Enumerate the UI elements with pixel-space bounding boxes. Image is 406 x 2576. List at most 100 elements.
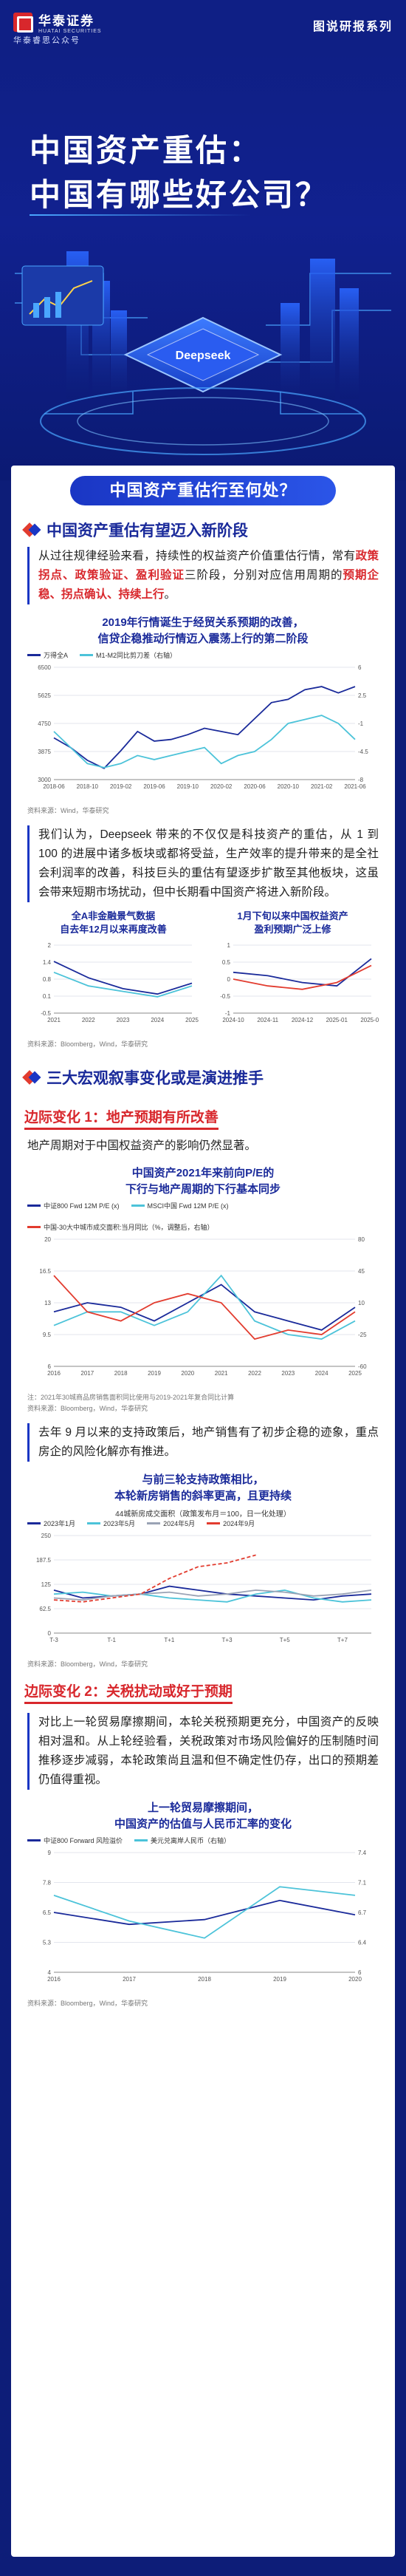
series-line xyxy=(53,1589,372,1603)
x-tick-label: 2023 xyxy=(117,1017,130,1023)
chart5-legend: 2023年1月 2023年5月 2024年5月 2024年9月 xyxy=(27,1519,379,1528)
series-line xyxy=(233,964,372,990)
series-line xyxy=(53,686,356,769)
x-tick-label: 2017 xyxy=(80,1370,94,1377)
chart4-title: 中国资产2021年来前向P/E的 下行与地产周期的下行基本同步 xyxy=(125,1167,281,1196)
y-tick-label: 125 xyxy=(41,1581,52,1588)
x-tick-label: 2021 xyxy=(215,1370,228,1377)
series-line xyxy=(53,961,193,995)
y-tick-label: 3000 xyxy=(38,777,51,783)
series-line xyxy=(53,1886,356,1939)
chart5-source: 资料来源：Bloomberg，Wind，华泰研究 xyxy=(27,1660,148,1668)
legend-item: 中证800 Fwd 12M P/E (x) xyxy=(27,1201,120,1210)
y2-tick-label: -25 xyxy=(358,1332,367,1338)
x-tick-label: 2016 xyxy=(47,1976,61,1983)
section1-para1: 从过往规律经验来看，持续性的权益资产价值重估行情，常有政策拐点、政策验证、盈利验… xyxy=(27,547,379,604)
legend-item: MSCI中国 Fwd 12M P/E (x) xyxy=(131,1201,229,1210)
x-tick-label: 2020-06 xyxy=(244,783,266,790)
chart23-source: 资料来源：Bloomberg，Wind，华泰研究 xyxy=(27,1040,148,1048)
brand-name-en: HUATAI SECURITIES xyxy=(38,29,102,34)
y-tick-label: 0 xyxy=(48,1630,52,1637)
x-tick-label: 2016 xyxy=(47,1370,61,1377)
x-tick-label: 2021-02 xyxy=(311,783,333,790)
x-tick-label: 2025 xyxy=(185,1017,199,1023)
y2-tick-label: 10 xyxy=(358,1300,365,1306)
chart6-title: 上一轮贸易摩擦期间， 中国资产的估值与人民币汇率的变化 xyxy=(114,1802,292,1830)
y2-tick-label: -8 xyxy=(358,777,364,783)
footer-band xyxy=(0,2557,406,2576)
x-tick-label: 2019-06 xyxy=(143,783,165,790)
chart6-legend: 中证800 Forward 风险溢价 美元兑离岸人民币（右轴） xyxy=(27,1836,379,1845)
y-tick-label: -0.5 xyxy=(41,1010,51,1017)
y-tick-label: -0.5 xyxy=(220,993,230,1000)
legend-item: 2024年9月 xyxy=(207,1519,255,1528)
x-tick-label: 2023 xyxy=(281,1370,295,1377)
y2-tick-label: -60 xyxy=(358,1363,367,1370)
y-tick-label: 4750 xyxy=(38,720,51,727)
chart1-title: 2019年行情诞生于经贸关系预期的改善， 信贷企稳推动行情迈入震荡上行的第二阶段 xyxy=(97,616,309,645)
hero-illustration: Deepseek xyxy=(15,251,391,455)
x-tick-label: 2020 xyxy=(181,1370,194,1377)
section1-banner: 中国资产重估行至何处？ xyxy=(70,476,336,505)
x-tick-label: 2025-01 xyxy=(326,1017,348,1023)
section1-para2: 我们认为，Deepseek 带来的不仅仅是科技资产的重估，从 1 到 100 的… xyxy=(27,825,379,902)
y2-tick-label: 7.1 xyxy=(358,1880,367,1887)
y2-tick-label: 6.7 xyxy=(358,1909,367,1916)
x-tick-label: 2022 xyxy=(248,1370,261,1377)
account-name: 华泰睿思公众号 xyxy=(13,36,80,45)
x-tick-label: 2024 xyxy=(151,1017,164,1023)
series-line xyxy=(53,1274,356,1340)
x-tick-label: 2021 xyxy=(47,1017,61,1023)
chart5-caption: 44城新房成交面积（政策发布月＝100，日一化处理） xyxy=(115,1510,291,1519)
x-tick-label: T+5 xyxy=(280,1637,291,1643)
x-tick-label: 2021-06 xyxy=(344,783,366,790)
subhead1: 边际变化 1：地产预期有所改善 xyxy=(24,1106,219,1130)
x-tick-label: 2020-10 xyxy=(278,783,300,790)
y-tick-label: 0 xyxy=(227,976,231,983)
x-tick-label: 2024-11 xyxy=(257,1017,278,1023)
y-tick-label: 13 xyxy=(44,1300,51,1306)
y-tick-label: 1 xyxy=(227,942,231,949)
x-tick-label: 2018-06 xyxy=(43,783,65,790)
brand-name-cn: 华泰证券 xyxy=(38,14,94,28)
brand-logo: 华泰证券 HUATAI SECURITIES xyxy=(13,10,102,34)
legend-item: 中证800 Forward 风险溢价 xyxy=(27,1836,123,1845)
y-tick-label: 2 xyxy=(48,942,52,949)
chart3-title: 1月下旬以来中国权益资产 盈利预期广泛上修 xyxy=(237,910,348,935)
series-tag: 图说研报系列 xyxy=(312,21,393,33)
chart4-source: 资料来源：Bloomberg，Wind，华泰研究 xyxy=(27,1405,148,1412)
chart2-svg: -0.5 0.1 0.8 1.4 2 2021 2022 2023 2024 2025 xyxy=(41,942,199,1023)
x-tick-label: 2019 xyxy=(148,1370,161,1377)
chip-icon xyxy=(123,316,283,393)
y2-tick-label: 2.5 xyxy=(358,692,367,699)
y2-tick-label: 6 xyxy=(358,664,362,671)
y2-tick-label: 45 xyxy=(358,1268,365,1275)
section2-para4: 对比上一轮贸易摩擦期间，本轮关税预期更充分，中国资产的反映相对温和。从上轮经验看… xyxy=(27,1713,379,1790)
x-tick-label: 2020-02 xyxy=(210,783,233,790)
y-tick-label: 3875 xyxy=(38,749,51,755)
chart1-legend: 万得全A M1-M2同比剪刀差（右轴） xyxy=(27,650,379,660)
x-tick-label: T+3 xyxy=(222,1637,233,1643)
chart4-note: 注：2021年30城商品房销售面积同比使用与2019-2021年复合同比计算 xyxy=(27,1394,235,1401)
x-tick-label: T-1 xyxy=(107,1637,116,1643)
legend-item: 2023年5月 xyxy=(87,1519,135,1528)
y2-tick-label: 80 xyxy=(358,1236,365,1243)
y-tick-label: 1.4 xyxy=(43,959,52,966)
x-tick-label: 2024-10 xyxy=(222,1017,244,1023)
y-tick-label: 5625 xyxy=(38,692,51,699)
lead1: 地产周期对于中国权益资产的影响仍然显著。 xyxy=(27,1139,257,1152)
y-tick-label: 6 xyxy=(48,1363,52,1370)
x-tick-label: 2018 xyxy=(114,1370,128,1377)
y-tick-label: 187.5 xyxy=(36,1557,52,1564)
section2-para3: 去年 9 月以来的支持政策后，地产销售有了初步企稳的迹象，重点房企的风险化解亦有… xyxy=(27,1423,379,1462)
x-tick-label: T+7 xyxy=(337,1637,348,1643)
x-tick-label: 2020 xyxy=(348,1976,362,1983)
x-tick-label: 2019-02 xyxy=(110,783,132,790)
y-tick-label: 6500 xyxy=(38,664,51,671)
y-tick-label: 20 xyxy=(44,1236,51,1243)
hero-title-line2: 中国有哪些好公司？ xyxy=(30,177,329,212)
x-tick-label: 2018-10 xyxy=(77,783,99,790)
hero-banner: 中国资产重估： 中国有哪些好公司？ xyxy=(0,52,406,480)
x-tick-label: T+1 xyxy=(164,1637,175,1643)
legend-item: 万得全A xyxy=(27,650,68,660)
